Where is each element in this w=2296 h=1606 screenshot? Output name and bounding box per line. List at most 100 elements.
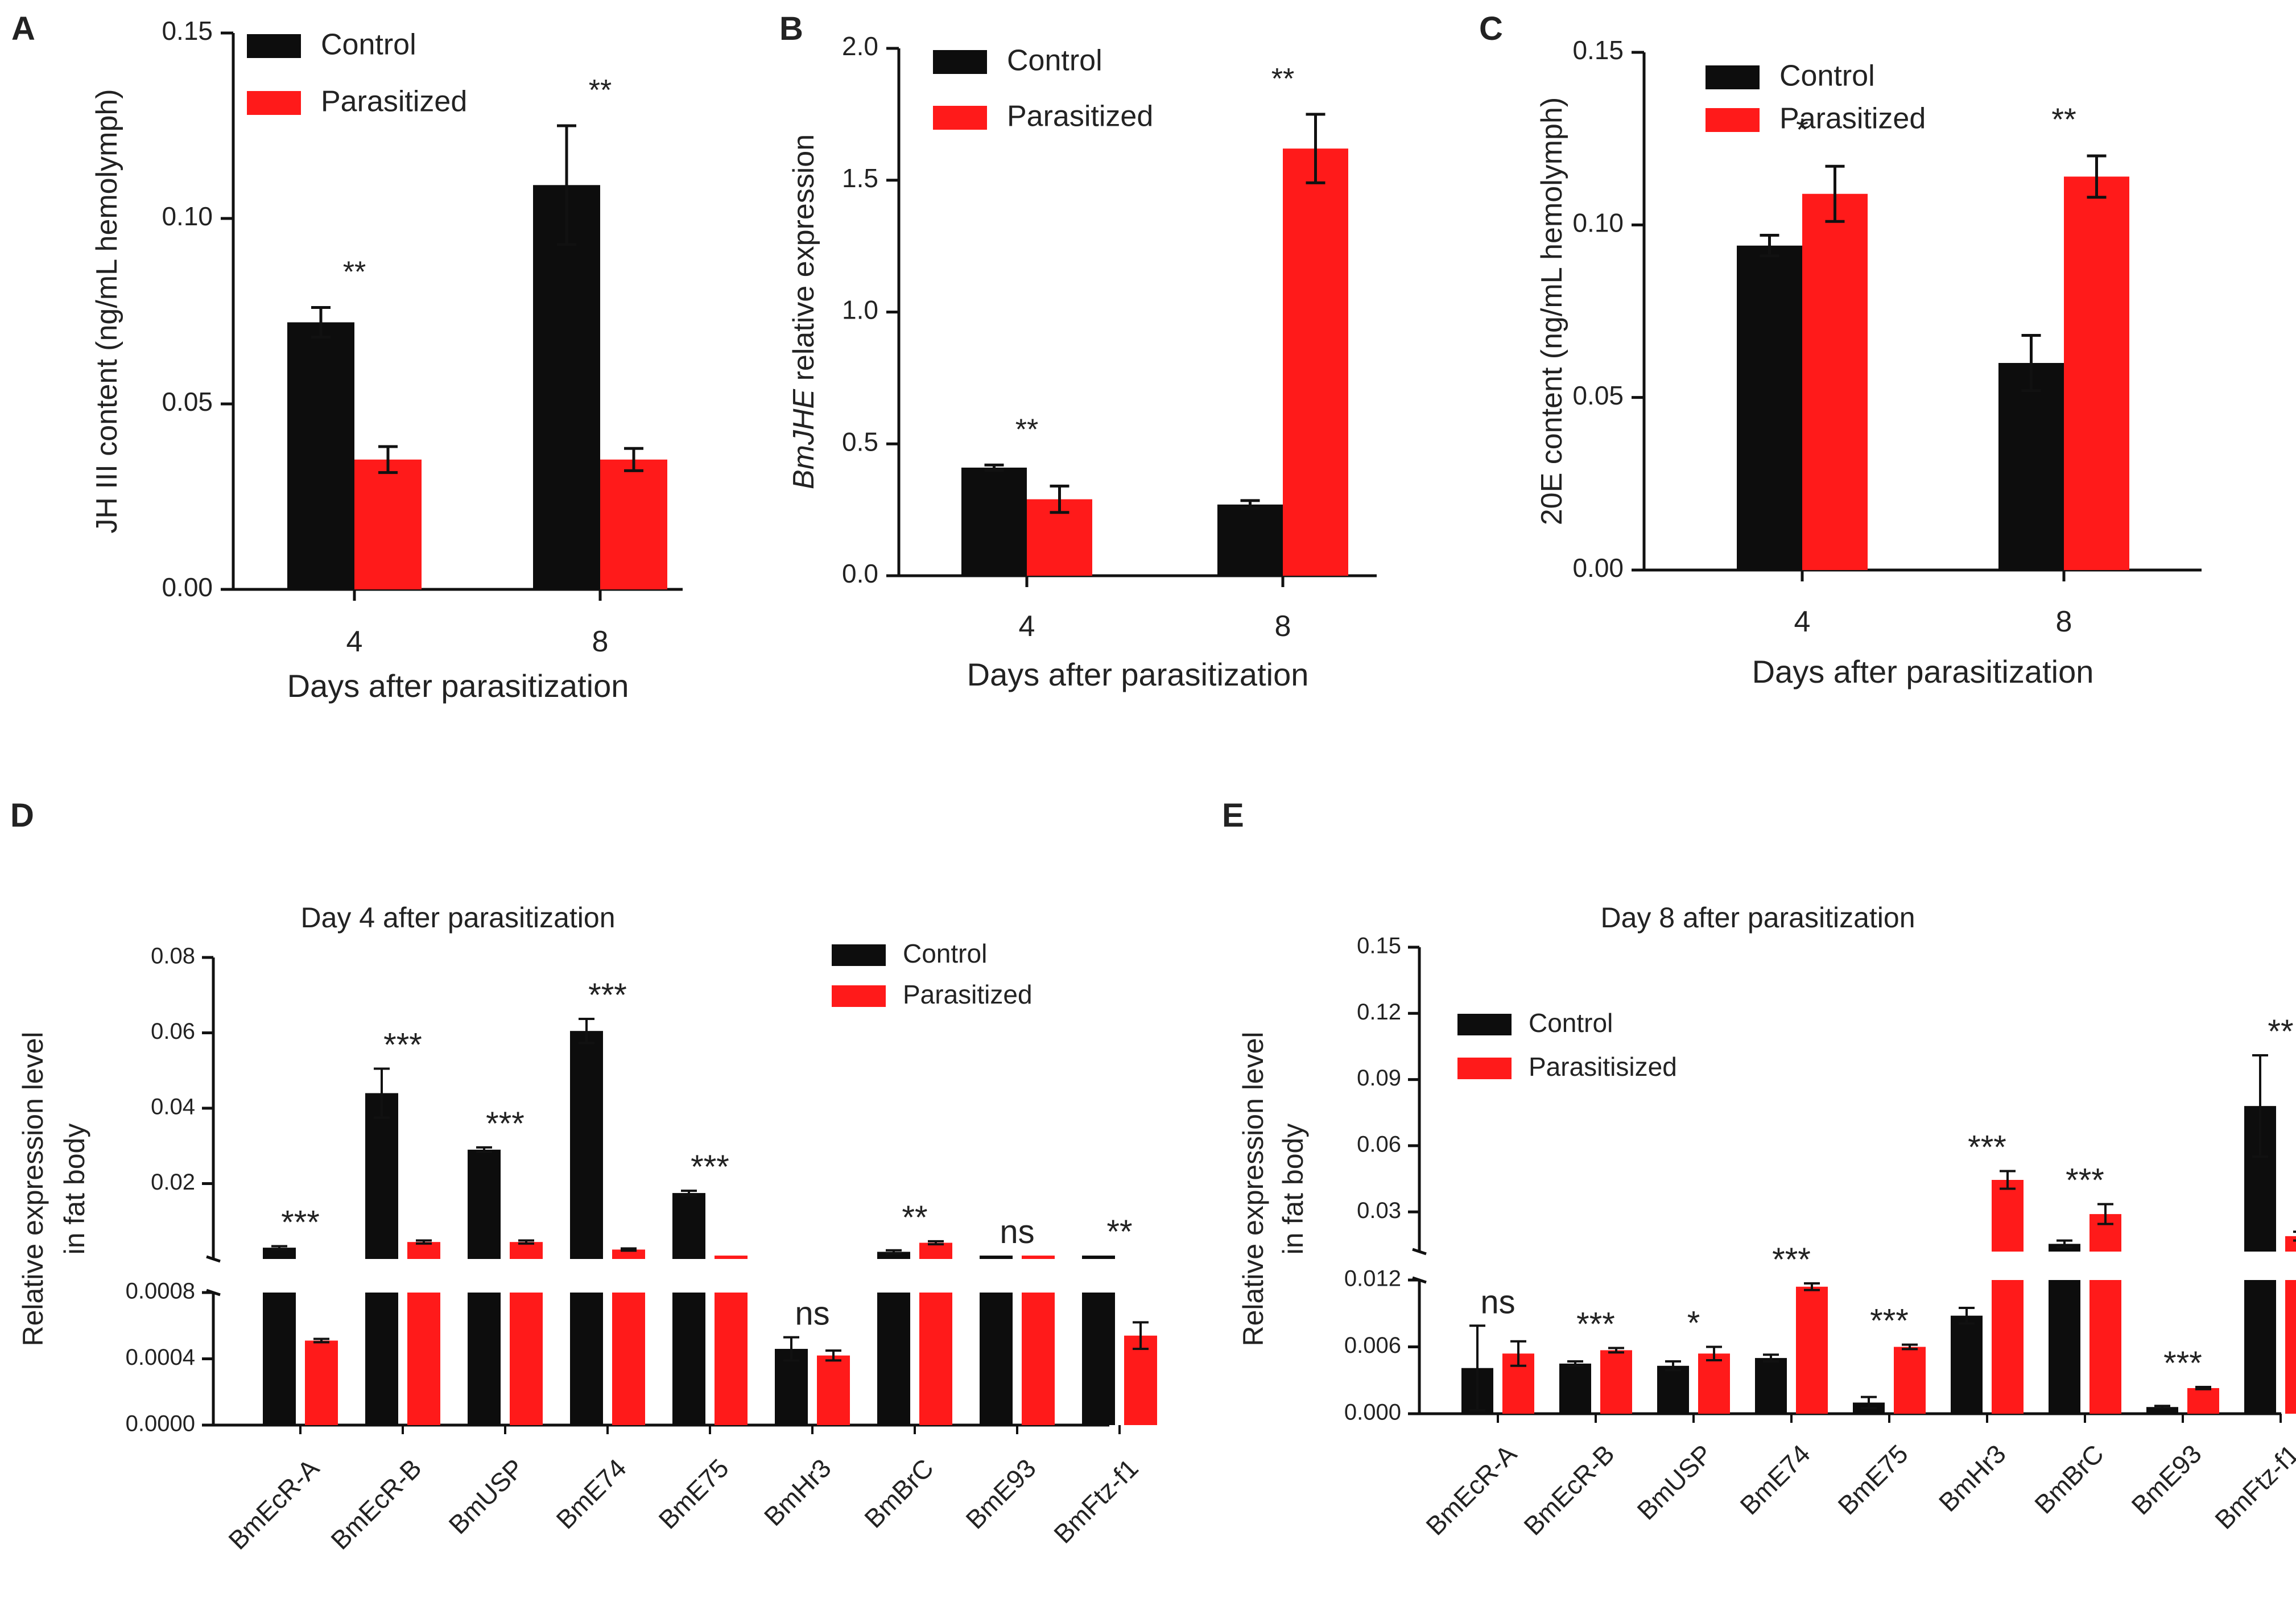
y-tick-label: 0.06 [151,1019,195,1044]
bar-control-upper [877,1252,910,1259]
legend-label: Control [1779,60,1875,93]
bar-parasitized [817,1355,850,1425]
x-axis-label: Days after parasitization [1752,654,2094,690]
bar-control-lower [263,1293,296,1425]
bar-parasitized [1802,193,1868,570]
bar-control-lower [365,1293,398,1425]
bar-parasitized [1600,1350,1632,1414]
bar-parasitized [1124,1335,1157,1425]
x-tick-label: BmEcR-B [1518,1439,1620,1541]
y-tick-label: 0.15 [162,16,213,46]
bar-control [1737,245,1802,570]
bar-control [1217,504,1283,576]
bar-control [2146,1407,2178,1414]
legend-swatch-control [933,50,987,74]
significance-mark: *** [281,1204,320,1241]
panel-label: C [1479,10,1503,47]
bar-control [1657,1365,1689,1414]
significance-mark: ** [1106,1213,1132,1250]
bar-parasitized [600,459,667,589]
x-tick-label: BmFtz-f1 [1048,1453,1144,1549]
bar-control [1998,363,2064,570]
panel-b: B 0.0 0.5 1.0 1.5 2.0 4 ** 8 ** Days after parasit… [779,10,1377,692]
bar-parasitized-upper [715,1256,748,1259]
significance-mark: ns [1480,1283,1515,1320]
bar-parasitized [354,459,422,589]
y-tick-label: 0.5 [842,427,878,456]
y-tick-label: 0.00 [162,572,213,602]
significance-mark: *** [1576,1306,1615,1343]
y-tick-label: 0.03 [1357,1198,1401,1223]
legend-swatch-control [832,944,886,966]
x-tick-label: BmUSP [1631,1439,1717,1525]
x-tick-label: BmFtz-f1 [2209,1439,2296,1535]
significance-mark: ns [1000,1213,1034,1250]
legend-label: Parasitized [903,980,1033,1009]
significance-mark: ** [902,1199,927,1236]
bar-control [287,322,354,589]
y-tick-label: 0.12 [1357,1000,1401,1025]
significance-mark: *** [691,1149,729,1186]
y-tick-label: 0.15 [1572,35,1624,65]
y-tick-label: 0.000 [1344,1400,1401,1425]
bar-parasitized-upper [1022,1256,1055,1259]
y-tick-label: 0.05 [162,387,213,416]
x-tick-label: 8 [2056,605,2072,638]
y-tick-label: 2.0 [842,31,878,61]
bar-control-upper [1082,1256,1115,1259]
significance-mark: *** [486,1105,525,1142]
bar-control-lower [1082,1293,1115,1425]
x-tick-label: BmEcR-B [325,1453,427,1555]
y-tick-label: 0.02 [151,1170,195,1195]
y-tick-label: 0.10 [162,201,213,231]
legend-swatch-parasitized [247,91,301,115]
x-tick-label: BmHr3 [1933,1439,2012,1517]
x-tick-label: BmE93 [960,1453,1041,1534]
panel-label: E [1222,797,1244,834]
bar-parasitized [305,1340,338,1425]
bar-control [1755,1358,1787,1414]
y-tick-label: 0.09 [1357,1066,1401,1091]
bar-control [961,467,1027,576]
bar-parasitized [1894,1347,1926,1414]
bar-parasitized-lower [510,1293,543,1425]
y-tick-label: 1.5 [842,163,878,193]
y-tick-label: 0.10 [1572,208,1624,237]
bar-control-lower [672,1293,705,1425]
significance-mark: *** [383,1026,422,1063]
significance-mark: ** [2051,101,2076,137]
legend-swatch-parasitized [1457,1058,1512,1079]
y-axis-label-rest: relative expression [787,134,820,389]
y-tick-label: 0.04 [151,1095,195,1120]
significance-mark: *** [2066,1162,2104,1199]
legend-label: Control [1529,1008,1613,1038]
significance-mark: ** [1271,63,1294,96]
bar-parasitized-lower [2285,1280,2296,1414]
bar-parasitized [1796,1286,1828,1414]
x-tick-label: BmUSP [443,1453,529,1539]
significance-mark: *** [2163,1345,2202,1382]
x-tick-label: BmEcR-A [222,1453,325,1555]
significance-mark: *** [1870,1303,1909,1340]
panel-d: D Day 4 after parasitization 0.0000 0.0004 0… [10,797,1157,1555]
y-tick-label: 1.0 [842,295,878,325]
x-axis-label: Days after parasitization [287,668,629,704]
significance-mark: * [1796,112,1808,147]
bar-control-upper [468,1149,501,1259]
y-tick-label: 0.00 [1572,553,1624,583]
y-axis-label-gene: BmJHE [787,389,820,490]
x-tick-label: 4 [1794,605,1811,638]
legend-swatch-control [1457,1014,1512,1035]
x-tick-label: BmHr3 [758,1453,837,1531]
bar-parasitized-lower [919,1293,952,1425]
y-tick-label: 0.0004 [126,1345,195,1370]
y-axis-label: Relative expression level [1237,1031,1269,1346]
bar-parasitized-upper [919,1242,952,1259]
bar-control-upper [672,1193,705,1259]
bar-parasitized-lower [612,1293,645,1425]
x-tick-label: BmE93 [2125,1439,2207,1520]
legend-label: Control [903,939,987,968]
bar-control-upper [365,1093,398,1259]
y-tick-label: 0.0 [842,559,878,588]
